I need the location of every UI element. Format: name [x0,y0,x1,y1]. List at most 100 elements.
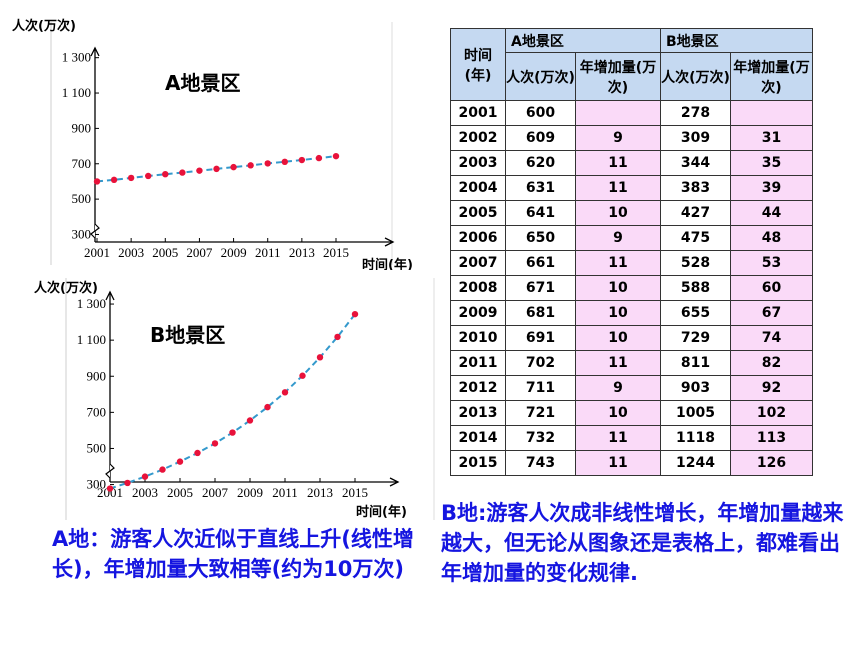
axis-break [90,223,100,239]
chart-a: 300 500 700 900 1 100 1 300 2001 2003 2005 2007 20… [12,18,413,270]
x-tick-label: 2005 [167,485,193,500]
table-row: 2001 600 278 [450,100,813,126]
year-cell: 2003 [450,150,506,176]
a-visits-cell: 620 [505,150,576,176]
header-time: 时间(年) [450,28,506,101]
data-point [141,473,149,480]
year-cell: 2008 [450,275,506,301]
x-axis-arrow [384,237,395,247]
data-point [159,466,166,473]
note-a-text: A地：游客人次近似于直线上升(线性增长)，年增加量大致相等(约为10万次) [52,527,414,581]
table-row: 2013 721 10 1005 102 [450,400,813,426]
table-row: 2014 732 11 1118 113 [450,425,813,451]
y-axis-arrow [105,290,115,301]
a-increase-cell: 11 [575,425,661,451]
x-axis-label: 时间(年) [362,257,413,270]
note-b: B地:游客人次成非线性增长，年增加量越来越大，但无论从图象还是表格上，都难看出年… [441,498,856,588]
x-tick-label: 2007 [202,485,229,500]
a-increase-cell: 10 [575,200,661,226]
table-row: 2008 671 10 588 60 [450,275,813,301]
data-point [281,158,288,166]
year-cell: 2014 [450,425,506,451]
y-axis-label: 人次(万次) [12,18,76,34]
a-visits-cell: 631 [505,175,576,201]
y-tick-label: 900 [87,368,107,383]
b-increase-cell: 102 [730,400,813,426]
b-increase-cell: 48 [730,225,813,251]
year-cell: 2001 [450,100,506,126]
a-visits-cell: 691 [505,325,576,351]
b-increase-cell: 113 [730,425,813,451]
data-point [316,354,324,361]
data-point [264,403,271,411]
x-tick-label: 2003 [132,485,158,500]
b-increase-cell: 44 [730,200,813,226]
b-visits-cell: 729 [660,325,731,351]
y-tick-label: 1 300 [62,50,91,65]
b-increase-cell: 31 [730,125,813,151]
b-increase-cell: 35 [730,150,813,176]
a-visits-cell: 661 [505,250,576,276]
data-point [110,176,118,184]
b-visits-cell: 427 [660,200,731,226]
a-increase-cell: 11 [575,350,661,376]
table-row: 2002 609 9 309 31 [450,125,813,151]
a-visits-cell: 743 [505,450,576,476]
x-tick-label: 2005 [152,245,178,260]
y-tick-label: 300 [87,477,107,492]
chart-title: B地景区 [150,323,225,347]
data-point [93,178,101,185]
x-axis-label: 时间(年) [356,504,407,520]
table-row: 2003 620 11 344 35 [450,150,813,176]
a-increase-cell: 11 [575,175,661,201]
b-visits-cell: 383 [660,175,731,201]
data-point [145,172,152,180]
b-increase-cell: 82 [730,350,813,376]
table-head: 时间(年) A地景区 B地景区 人次(万次) 年增加量(万次) 人次(万次) 年… [450,28,813,101]
data-point [124,479,131,487]
data-point [315,154,323,162]
x-tick-label: 2007 [186,245,213,260]
b-visits-cell: 528 [660,250,731,276]
header-b-increase: 年增加量(万次) [730,52,813,101]
year-cell: 2005 [450,200,506,226]
year-cell: 2004 [450,175,506,201]
y-axis-label: 人次(万次) [34,280,98,296]
header-a-visits: 人次(万次) [505,52,576,101]
y-tick-label: 900 [72,120,92,135]
b-increase-cell: 53 [730,250,813,276]
year-cell: 2006 [450,225,506,251]
data-point [299,372,306,379]
data-point [229,429,236,436]
year-cell: 2012 [450,375,506,401]
table-row: 2007 661 11 528 53 [450,250,813,276]
data-point [332,152,340,160]
a-increase-cell: 10 [575,400,661,426]
b-visits-cell: 309 [660,125,731,151]
y-tick-label: 500 [87,440,107,455]
y-tick-label: 500 [72,191,92,206]
note-b-text: B地:游客人次成非线性增长，年增加量越来越大，但无论从图象还是表格上，都难看出年… [441,501,844,585]
a-visits-cell: 702 [505,350,576,376]
y-tick-label: 1 300 [77,296,106,311]
b-visits-cell: 1005 [660,400,731,426]
table-row: 2005 641 10 427 44 [450,200,813,226]
a-increase-cell: 11 [575,250,661,276]
data-point [213,165,220,173]
data-point [106,485,114,492]
series-line [109,313,356,490]
b-visits-cell: 1118 [660,425,731,451]
b-visits-cell: 278 [660,100,731,126]
data-point [162,170,169,178]
year-cell: 2009 [450,300,506,326]
chart-title: A地景区 [165,71,240,95]
table-row: 2004 631 11 383 39 [450,175,813,201]
a-increase-cell: 11 [575,150,661,176]
a-increase-cell: 10 [575,325,661,351]
b-visits-cell: 344 [660,150,731,176]
data-point [351,310,359,318]
y-tick-label: 1 100 [62,85,91,100]
y-tick-label: 1 100 [77,332,106,347]
y-tick-label: 700 [87,404,107,419]
year-cell: 2015 [450,450,506,476]
